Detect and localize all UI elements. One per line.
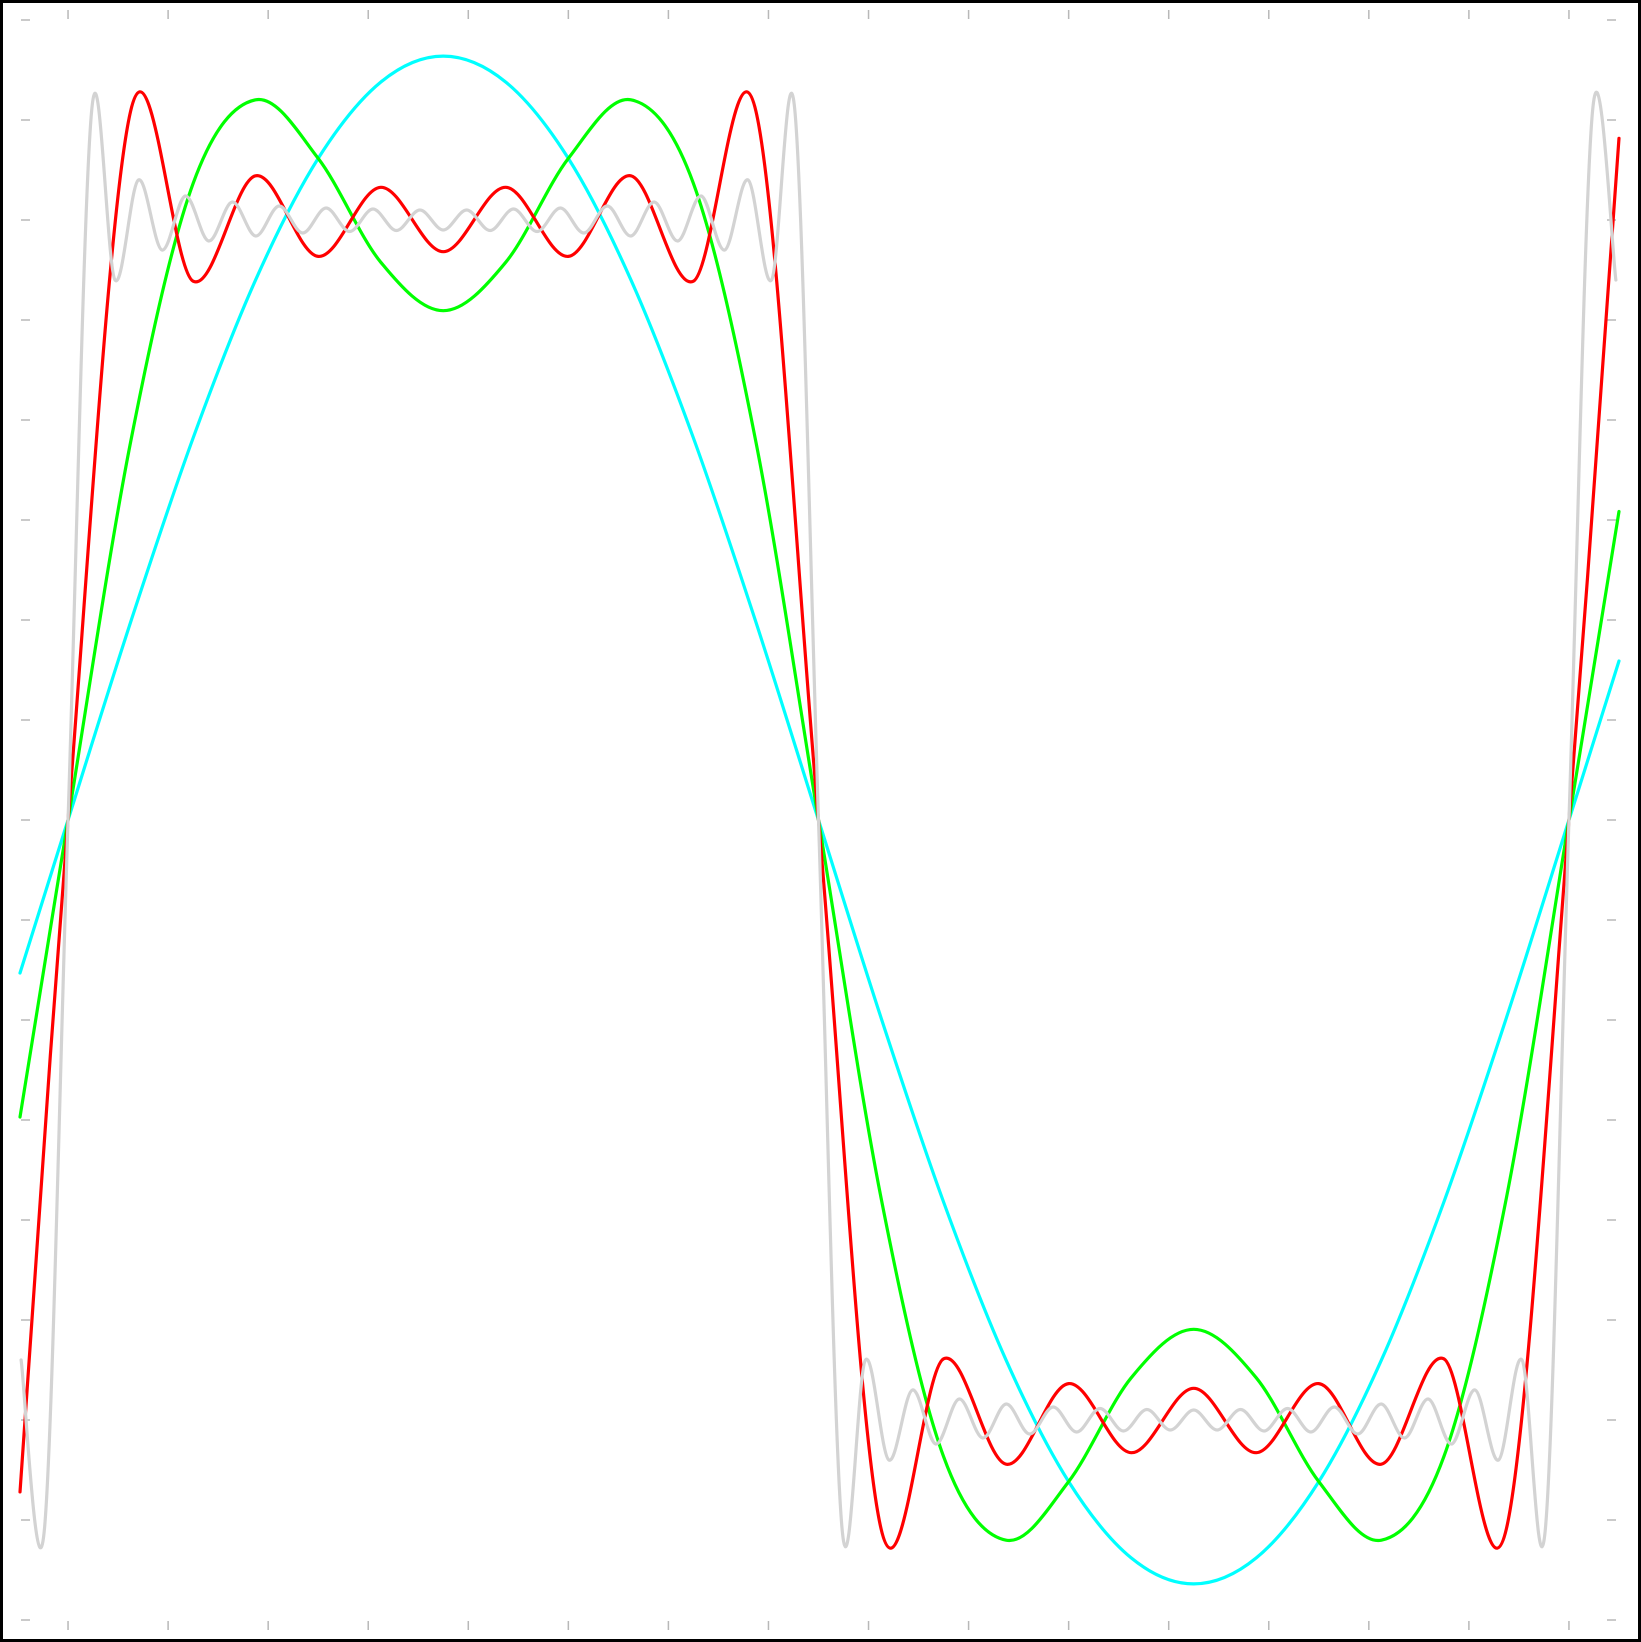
ticks (21, 10, 1616, 1630)
curves (18, 54, 1621, 1586)
series-line (19, 90, 1618, 1550)
